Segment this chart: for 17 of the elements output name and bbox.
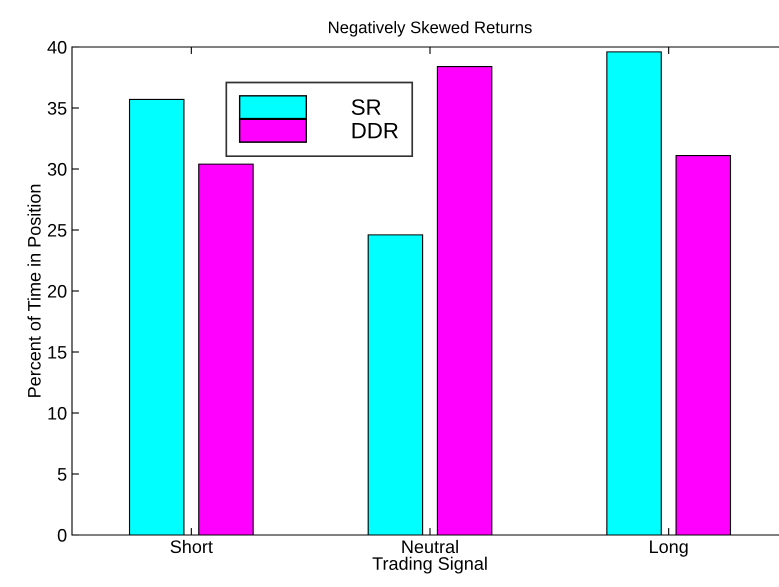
legend-label: DDR [352, 122, 398, 138]
y-tick-label: 25 [48, 224, 66, 237]
y-tick-label: 10 [48, 406, 66, 420]
y-tick-label: 40 [47, 40, 66, 54]
y-tick-label: 5 [58, 468, 66, 481]
y-axis-title: Percent of Time in Position [27, 184, 41, 397]
y-tick-label: 20 [48, 284, 66, 298]
x-tick-label: Long [650, 540, 688, 557]
x-tick-label: Short [170, 540, 213, 554]
y-tick-label: 15 [48, 346, 66, 359]
y-tick-label: 35 [48, 102, 66, 115]
y-tick-label: 30 [48, 162, 66, 176]
chart-title: Negatively Skewed Returns [329, 21, 532, 37]
x-axis-title: Trading Signal [372, 556, 487, 574]
y-tick-label: 0 [58, 528, 66, 542]
x-tick-label: Neutral [402, 540, 458, 554]
legend-label: SR [352, 99, 381, 115]
